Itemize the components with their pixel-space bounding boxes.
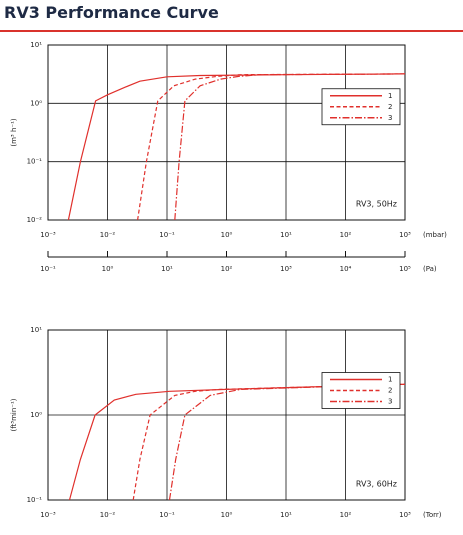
x2-tick-label: 10⁵ [399,265,411,273]
series-line [174,73,406,221]
x2-tick-label: 10⁻¹ [40,265,56,273]
x2-tick-label: 10⁴ [340,265,352,273]
x-tick-label: 10⁻¹ [159,511,175,519]
x-tick-label: 10¹ [280,511,292,519]
x2-unit-label: (Pa) [423,265,437,273]
series-line [67,73,406,221]
x-tick-label: 10⁰ [221,511,233,519]
series-line [168,383,406,501]
y-tick-label: 10⁰ [30,99,42,107]
x-tick-label: 10³ [399,511,411,519]
y-tick-label: 10⁻² [27,216,43,224]
legend-label: 3 [388,398,392,406]
legend-label: 1 [388,92,392,100]
x-tick-label: 10² [340,511,352,519]
x2-tick-label: 10¹ [161,265,173,273]
x2-tick-label: 10² [221,265,233,273]
y-tick-label: 10¹ [30,326,42,334]
x-tick-label: 10² [340,231,352,239]
legend-box [321,372,401,409]
x-tick-label: 10⁻² [100,511,116,519]
y-tick-label: 10⁻¹ [27,158,43,166]
x-unit-label: (mbar) [423,231,447,239]
legend-box [321,88,401,126]
x2-tick-label: 10⁰ [102,265,114,273]
page-title: RV3 Performance Curve [4,3,219,22]
x-tick-label: 10⁻² [100,231,116,239]
x-unit-label: (Torr) [423,511,442,519]
y-axis-label: (ft³min⁻¹) [10,398,18,431]
x2-tick-label: 10³ [280,265,292,273]
x-tick-label: 10⁻¹ [159,231,175,239]
x-tick-label: 10³ [399,231,411,239]
annotation: RV3, 50Hz [356,200,397,209]
y-tick-label: 10¹ [30,41,42,49]
legend-label: 3 [388,114,392,122]
x-tick-label: 10¹ [280,231,292,239]
annotation: RV3, 60Hz [356,480,397,489]
legend-label: 2 [388,387,392,395]
legend-label: 2 [388,103,392,111]
series-line [132,383,406,501]
y-axis-label: (m³ h⁻¹) [10,118,18,147]
x-tick-label: 10⁰ [221,231,233,239]
y-tick-label: 10⁰ [30,411,42,419]
y-tick-label: 10⁻¹ [27,496,43,504]
x-tick-label: 10⁻³ [40,231,56,239]
legend-label: 1 [388,376,392,384]
x-tick-label: 10⁻³ [40,511,56,519]
